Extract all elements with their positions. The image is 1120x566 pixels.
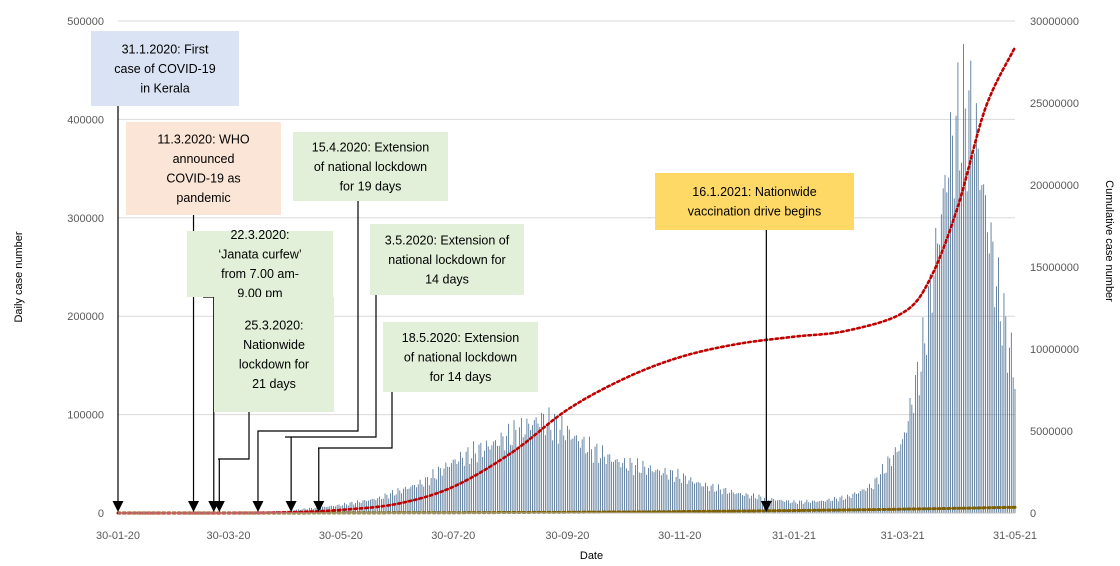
y-tick-label: 300000 — [67, 213, 104, 225]
y-tick-label: 500000 — [67, 16, 104, 28]
annotation-box — [370, 224, 524, 295]
y2-tick-label: 10000000 — [1030, 344, 1079, 356]
y2-tick-label: 5000000 — [1030, 426, 1073, 438]
y2-tick-label: 25000000 — [1030, 98, 1079, 110]
annotation-text: COVID-19 as — [166, 172, 240, 186]
annotation-text: of national lockdown — [404, 350, 517, 364]
y-tick-label: 400000 — [67, 114, 104, 126]
x-tick-label: 30-11-20 — [658, 530, 701, 542]
annotation-leader-line — [318, 392, 393, 502]
annotation-text: 14 days — [425, 272, 469, 286]
x-tick-label: 31-03-21 — [881, 530, 925, 542]
annotation-text: 15.4.2020: Extension — [312, 140, 429, 154]
annotation-text: ‘Janata curfew’ — [218, 248, 301, 262]
left-axis-ticks: 0 100000 200000 300000 400000 500000 — [67, 16, 104, 520]
y-tick-label: 0 — [98, 508, 104, 520]
annotation-text: 18.5.2020: Extension — [402, 331, 519, 345]
x-tick-label: 30-05-20 — [319, 530, 363, 542]
annotation-text: in Kerala — [140, 81, 189, 95]
x-tick-label: 31-01-21 — [772, 530, 816, 542]
right-axis-ticks: 0 5000000 10000000 15000000 20000000 25000000… — [1030, 16, 1079, 520]
annotation-text: 25.3.2020: — [244, 319, 303, 333]
x-tick-label: 30-07-20 — [431, 530, 475, 542]
y2-axis-title: Cumulative case number — [1103, 180, 1115, 302]
annotation-text: 22.3.2020: — [230, 228, 289, 242]
annotation-text: vaccination drive begins — [688, 205, 821, 219]
annotation-arrow-head — [252, 501, 264, 512]
annotation-text: pandemic — [176, 191, 230, 205]
annotation-janata-curfew: 22.3.2020:‘Janata curfew’from 7.00 am-9.… — [187, 228, 333, 512]
annotation-arrow-head — [213, 501, 225, 512]
y2-tick-label: 15000000 — [1030, 262, 1079, 274]
annotation-text: from 7.00 am- — [221, 267, 299, 281]
x-tick-label: 30-03-20 — [206, 530, 250, 542]
annotation-box — [214, 297, 334, 412]
annotation-text: 11.3.2020: WHO — [157, 133, 249, 147]
annotation-text: Nationwide — [243, 338, 305, 352]
annotation-vaccination-drive: 16.1.2021: Nationwide vaccination drive b… — [655, 173, 854, 512]
annotation-leader-line — [218, 412, 250, 502]
x-tick-label: 30-09-20 — [545, 530, 589, 542]
annotation-text: 21 days — [252, 377, 296, 391]
annotation-text: 3.5.2020: Extension of — [385, 233, 510, 247]
annotation-box — [126, 122, 281, 215]
annotation-text: case of COVID-19 — [114, 62, 215, 76]
x-axis-title: Date — [580, 550, 603, 562]
annotation-arrow-head — [313, 501, 325, 512]
annotation-extension-19-days: 15.4.2020: Extension of national lockdown… — [252, 132, 448, 512]
annotation-extension-14-days-may3: 3.5.2020: Extension of national lockdown … — [285, 224, 524, 512]
annotation-box — [187, 231, 333, 297]
annotation-text: for 14 days — [430, 370, 492, 384]
annotation-text: 31.1.2020: First — [122, 42, 209, 56]
annotation-box — [293, 132, 448, 201]
y2-tick-label: 30000000 — [1030, 16, 1079, 28]
annotation-box — [91, 31, 239, 106]
daily-case-bars — [180, 43, 1016, 513]
x-tick-label: 31-05-21 — [993, 530, 1037, 542]
annotation-arrow-head — [760, 501, 772, 512]
annotation-first-case: 31.1.2020: First case of COVID-19 in Keral… — [91, 31, 239, 512]
annotation-box — [383, 322, 538, 392]
annotation-text: national lockdown for — [388, 253, 505, 267]
annotation-leader-line — [203, 296, 215, 502]
annotations: 31.1.2020: First case of COVID-19 in Keral… — [91, 31, 854, 512]
y-tick-label: 100000 — [67, 410, 104, 422]
annotation-extension-14-days-may18: 18.5.2020: Extension of national lockdown… — [313, 322, 538, 512]
annotation-text: of national lockdown — [314, 160, 427, 174]
annotation-leader-line — [285, 295, 377, 502]
annotation-nationwide-lockdown: 25.3.2020: Nationwide lockdown for 21 days — [213, 297, 334, 512]
x-tick-label: 30-01-20 — [96, 530, 140, 542]
annotation-box — [655, 173, 854, 230]
cumulative-case-line — [116, 45, 1017, 515]
annotation-leader-line — [257, 201, 359, 502]
annotation-text: 16.1.2021: Nationwide — [692, 185, 816, 199]
annotation-arrow-head — [188, 501, 200, 512]
y2-tick-label: 0 — [1030, 508, 1036, 520]
y2-tick-label: 20000000 — [1030, 180, 1079, 192]
annotation-text: announced — [173, 152, 235, 166]
annotation-arrow-head — [285, 501, 297, 512]
annotation-who-pandemic: 11.3.2020: WHO announced COVID-19 as pandem… — [126, 122, 281, 512]
annotation-text: for 19 days — [340, 179, 402, 193]
x-axis-ticks: 30-01-20 30-03-20 30-05-20 30-07-20 30-09-20… — [96, 530, 1037, 542]
annotation-arrow-head — [112, 501, 124, 512]
y-tick-label: 200000 — [67, 311, 104, 323]
y-axis-title: Daily case number — [13, 231, 25, 322]
annotation-text: lockdown for — [239, 358, 309, 372]
